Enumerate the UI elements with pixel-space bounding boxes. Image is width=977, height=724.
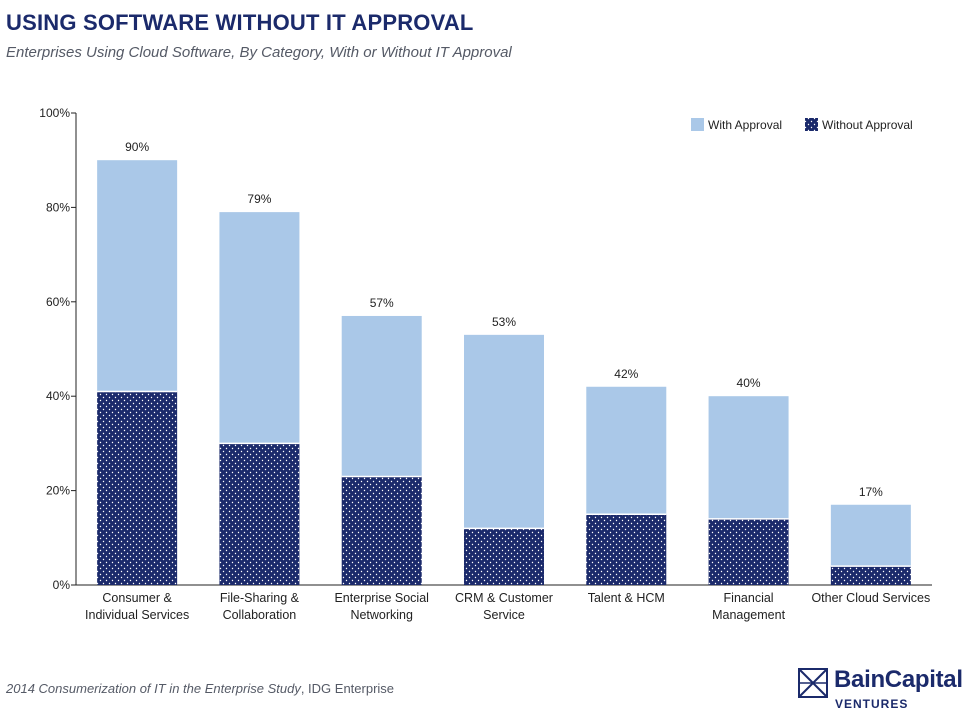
logo-mark-icon xyxy=(798,668,828,698)
y-tick-label: 80% xyxy=(46,200,70,214)
x-tick-label: Individual Services xyxy=(85,608,189,622)
bar-with-approval xyxy=(219,212,300,444)
source-study: 2014 Consumerization of IT in the Enterp… xyxy=(6,681,301,696)
x-tick-label: Financial xyxy=(724,591,774,605)
bar-with-approval xyxy=(830,504,911,567)
x-tick-label: Management xyxy=(712,608,785,622)
bar-without-approval xyxy=(586,514,667,585)
legend-with-approval-swatch xyxy=(691,118,704,131)
bar-total-label: 57% xyxy=(370,296,394,310)
bain-capital-logo: BainCapital VENTURES xyxy=(798,664,970,712)
bar-total-label: 79% xyxy=(247,192,271,206)
x-tick-label: Service xyxy=(483,608,525,622)
bar-with-approval xyxy=(341,315,422,477)
logo-name: BainCapital xyxy=(834,666,963,693)
bar-without-approval xyxy=(341,476,422,585)
bar-total-label: 90% xyxy=(125,140,149,154)
bar-with-approval xyxy=(97,160,178,392)
bar-total-label: 17% xyxy=(859,485,883,499)
x-tick-label: Talent & HCM xyxy=(588,591,665,605)
y-tick-label: 100% xyxy=(39,106,70,120)
x-tick-label: Other Cloud Services xyxy=(811,591,930,605)
y-tick-label: 40% xyxy=(46,389,70,403)
x-tick-label: CRM & Customer xyxy=(455,591,553,605)
bar-without-approval xyxy=(830,566,911,585)
chart-title: USING SOFTWARE WITHOUT IT APPROVAL xyxy=(6,10,474,35)
axes: 0% 20% 40% 60% 80% 100% Consumer & Individual S… xyxy=(39,106,932,622)
bar-without-approval xyxy=(708,518,789,585)
source-note: 2014 Consumerization of IT in the Enterp… xyxy=(6,681,394,696)
bar-without-approval xyxy=(464,528,544,585)
chart-subtitle: Enterprises Using Cloud Software, By Cat… xyxy=(6,44,512,61)
x-tick-label: File-Sharing & xyxy=(220,591,300,605)
bars: 90% 79% 57% 53% 42% 40% 17% xyxy=(97,140,911,585)
bar-with-approval xyxy=(464,334,544,529)
bar-total-label: 42% xyxy=(614,367,638,381)
y-tick-label: 20% xyxy=(46,484,70,498)
logo-sub: VENTURES xyxy=(835,697,909,711)
x-tick-label: Networking xyxy=(350,608,413,622)
x-tick-label: Collaboration xyxy=(223,608,297,622)
legend: With Approval Without Approval xyxy=(691,118,913,132)
stacked-bar-chart: 0% 20% 40% 60% 80% 100% Consumer & Individual S… xyxy=(39,106,932,622)
legend-with-approval-label: With Approval xyxy=(708,118,782,132)
bar-total-label: 53% xyxy=(492,315,516,329)
bar-with-approval xyxy=(708,396,789,519)
x-tick-label: Enterprise Social xyxy=(334,591,429,605)
x-tick-label: Consumer & xyxy=(102,591,172,605)
bar-with-approval xyxy=(586,386,667,515)
legend-without-approval-label: Without Approval xyxy=(822,118,913,132)
legend-without-approval-swatch xyxy=(805,118,818,131)
bar-without-approval xyxy=(219,443,300,585)
y-tick-label: 0% xyxy=(53,578,71,592)
y-tick-label: 60% xyxy=(46,295,70,309)
bar-without-approval xyxy=(97,391,178,585)
bar-total-label: 40% xyxy=(737,376,761,390)
source-org: , IDG Enterprise xyxy=(300,681,395,696)
